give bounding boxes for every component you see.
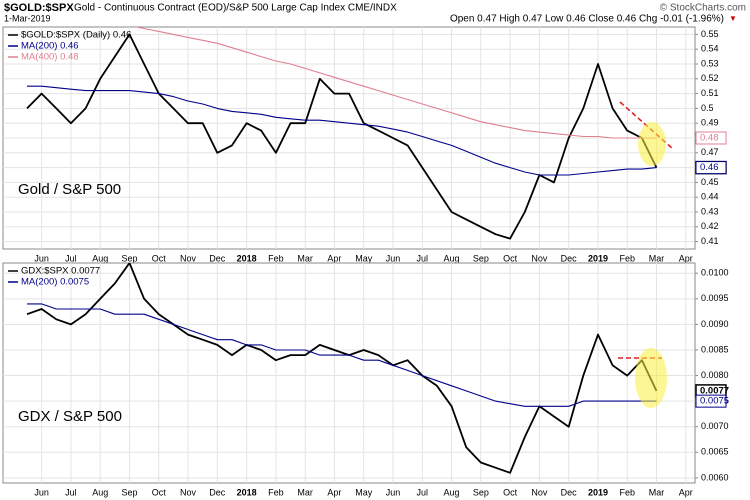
value-tag-box <box>695 161 727 175</box>
x-tick-label: Apr <box>327 487 341 497</box>
x-tick-label: Dec <box>561 253 578 263</box>
value-tag-box <box>695 131 727 145</box>
y-tick-label: 0.0090 <box>701 319 729 329</box>
y-tick-label: 0.42 <box>701 221 719 231</box>
x-tick-label: Sep <box>473 487 489 497</box>
x-tick-label: Jun <box>386 253 401 263</box>
x-tick-label: Mar <box>649 487 665 497</box>
quote: Open 0.47 High 0.47 Low 0.46 Close 0.46 … <box>450 14 724 25</box>
x-tick-label: Oct <box>503 253 518 263</box>
panel-label: GDX / S&P 500 <box>18 408 122 425</box>
y-tick-label: 0.0065 <box>701 447 729 457</box>
y-tick-label: 0.0060 <box>701 472 729 482</box>
y-tick-label: 0.5 <box>701 103 714 113</box>
x-tick-label: Jun <box>34 253 49 263</box>
x-tick-label: Nov <box>531 487 548 497</box>
panel-label: Gold / S&P 500 <box>18 181 121 198</box>
series-line <box>134 27 657 139</box>
x-tick-label: Mar <box>649 253 665 263</box>
x-tick-label: 2018 <box>237 487 257 497</box>
plot-frame <box>2 262 696 484</box>
legend-label: $GOLD:$SPX (Daily) 0.46 <box>21 30 131 41</box>
x-tick-label: 2018 <box>237 253 257 263</box>
highlight <box>635 348 667 408</box>
x-tick-label: Oct <box>152 487 167 497</box>
x-tick-label: May <box>355 487 373 497</box>
x-tick-label: Aug <box>444 487 460 497</box>
x-tick-label: Sep <box>473 253 489 263</box>
y-tick-label: 0.49 <box>701 118 719 128</box>
y-tick-label: 0.0095 <box>701 293 729 303</box>
x-tick-label: Nov <box>180 253 197 263</box>
y-tick-label: 0.52 <box>701 73 719 83</box>
down-arrow: ▼ <box>729 14 737 23</box>
x-tick-label: Mar <box>297 253 313 263</box>
y-tick-label: 0.44 <box>701 192 719 202</box>
x-tick-label: Sep <box>121 253 137 263</box>
y-tick-label: 0.53 <box>701 58 719 68</box>
value-tag: 0.0075 <box>700 396 729 407</box>
x-tick-label: Feb <box>268 253 284 263</box>
x-tick-label: May <box>355 253 373 263</box>
legend-label: MA(400) 0.48 <box>21 52 79 63</box>
x-tick-label: Feb <box>619 487 635 497</box>
x-tick-label: Nov <box>531 253 548 263</box>
x-tick-label: Aug <box>92 487 108 497</box>
legend-label: GDX:$SPX 0.0077 <box>21 266 100 277</box>
y-tick-label: 0.45 <box>701 177 719 187</box>
value-tag: 0.46 <box>700 162 719 173</box>
x-tick-label: Apr <box>327 253 341 263</box>
x-tick-label: Jul <box>65 253 77 263</box>
x-tick-label: Jul <box>417 253 429 263</box>
x-tick-label: Apr <box>679 253 693 263</box>
legend-label: MA(200) 0.0075 <box>21 277 89 288</box>
series-layer <box>26 263 658 474</box>
value-tag-box <box>695 394 727 408</box>
x-tick-label: Oct <box>503 487 518 497</box>
y-tick-label: 0.47 <box>701 147 719 157</box>
symbol: $GOLD:$SPX <box>4 2 74 14</box>
y-tick-label: 0.54 <box>701 44 719 54</box>
series-layer <box>26 27 658 240</box>
x-tick-label: Jun <box>34 487 49 497</box>
y-tick-label: 0.41 <box>701 236 719 246</box>
credit: © StockCharts.com <box>660 3 746 14</box>
x-tick-label: 2019 <box>588 253 608 263</box>
x-tick-label: Oct <box>152 253 167 263</box>
chart-title: Gold - Continuous Contract (EOD)/S&P 500… <box>74 3 397 14</box>
value-tag: 0.48 <box>700 133 719 144</box>
series-line <box>26 33 658 240</box>
x-tick-label: Dec <box>209 487 226 497</box>
legend-label: MA(200) 0.46 <box>21 41 79 52</box>
value-tag: 0.0077 <box>700 385 729 396</box>
y-tick-label: 0.51 <box>701 88 719 98</box>
x-tick-label: Jul <box>65 487 77 497</box>
date: 1-Mar-2019 <box>4 13 51 23</box>
y-tick-label: 0.55 <box>701 29 719 39</box>
x-tick-label: Feb <box>619 253 635 263</box>
y-tick-label: 0.0070 <box>701 421 729 431</box>
x-tick-label: Apr <box>679 487 693 497</box>
x-tick-label: Aug <box>92 253 108 263</box>
y-tick-label: 0.0085 <box>701 344 729 354</box>
x-tick-label: Jun <box>386 487 401 497</box>
y-tick-label: 0.43 <box>701 206 719 216</box>
x-tick-label: Jul <box>417 487 429 497</box>
series-line <box>27 303 657 407</box>
series-line <box>27 85 657 176</box>
x-tick-label: Dec <box>561 487 578 497</box>
x-tick-label: Dec <box>209 253 226 263</box>
y-tick-label: 0.0080 <box>701 370 729 380</box>
x-tick-label: 2019 <box>588 487 608 497</box>
series-line <box>26 263 658 474</box>
x-tick-label: Sep <box>121 487 137 497</box>
y-tick-label: 0.0100 <box>701 268 729 278</box>
x-tick-label: Feb <box>268 487 284 497</box>
x-tick-label: Nov <box>180 487 197 497</box>
x-tick-label: Mar <box>297 487 313 497</box>
highlight <box>638 122 666 166</box>
x-tick-label: Aug <box>444 253 460 263</box>
